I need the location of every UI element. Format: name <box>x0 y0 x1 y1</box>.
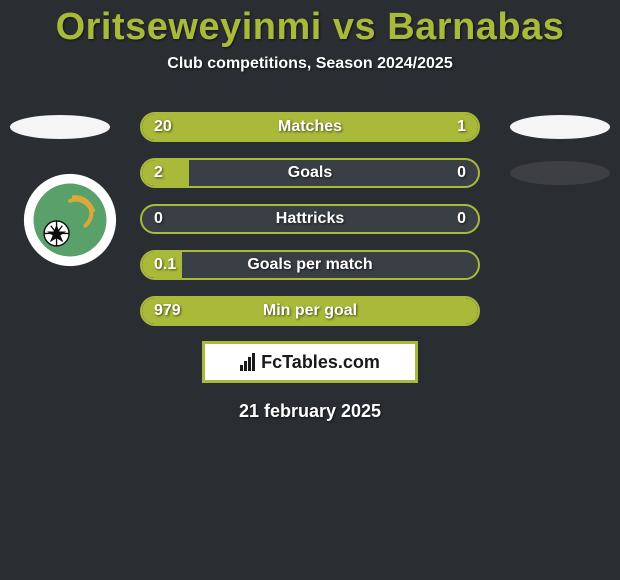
branding-text: FcTables.com <box>261 352 380 373</box>
club-logo <box>22 172 118 268</box>
branding-box[interactable]: FcTables.com <box>202 341 418 383</box>
stat-left-value: 979 <box>154 302 181 320</box>
stat-label: Min per goal <box>263 302 357 320</box>
stat-left-value: 20 <box>154 118 172 136</box>
stat-bar: 0.1 Goals per match <box>140 250 480 280</box>
stat-row: 20 Matches 1 <box>0 111 620 143</box>
left-badge-spacer <box>10 297 110 325</box>
stat-label: Hattricks <box>276 210 344 228</box>
stat-bar: 2 Goals 0 <box>140 158 480 188</box>
stat-left-value: 0 <box>154 210 163 228</box>
stat-left-value: 0.1 <box>154 256 176 274</box>
stat-row: 979 Min per goal <box>0 295 620 327</box>
stat-label: Goals per match <box>247 256 372 274</box>
stat-bar: 979 Min per goal <box>140 296 480 326</box>
left-badge <box>10 113 110 141</box>
right-badge-spacer <box>510 297 610 325</box>
right-badge <box>510 113 610 141</box>
ellipse-icon <box>510 161 610 185</box>
stat-right-value: 1 <box>457 118 466 136</box>
date-label: 21 february 2025 <box>0 401 620 422</box>
stat-label: Goals <box>288 164 332 182</box>
right-badge-spacer <box>510 251 610 279</box>
ellipse-icon <box>510 115 610 139</box>
right-badge-spacer <box>510 205 610 233</box>
page-subtitle: Club competitions, Season 2024/2025 <box>0 55 620 73</box>
stat-label: Matches <box>278 118 342 136</box>
stat-right-value: 0 <box>457 164 466 182</box>
stat-bar: 0 Hattricks 0 <box>140 204 480 234</box>
bar-fill-left <box>142 160 189 186</box>
page-title: Oritseweyinmi vs Barnabas <box>0 0 620 49</box>
right-badge <box>510 159 610 187</box>
club-logo-icon <box>22 172 118 268</box>
chart-icon <box>240 353 255 371</box>
stat-bar: 20 Matches 1 <box>140 112 480 142</box>
stat-right-value: 0 <box>457 210 466 228</box>
stat-left-value: 2 <box>154 164 163 182</box>
bar-fill-right <box>421 114 478 140</box>
ellipse-icon <box>10 115 110 139</box>
